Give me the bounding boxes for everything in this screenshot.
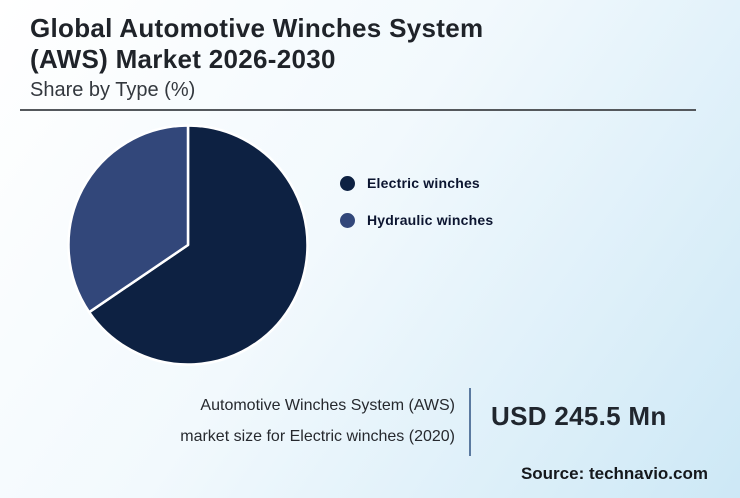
source-attribution: Source: technavio.com bbox=[520, 464, 708, 483]
chart-subtitle: Share by Type (%) bbox=[30, 79, 196, 101]
legend-dot-hydraulic-winches-icon bbox=[340, 212, 355, 228]
pie-chart bbox=[67, 124, 309, 366]
caption-line-1: Automotive Winches System (AWS) bbox=[200, 397, 455, 414]
header-divider-line bbox=[20, 109, 696, 111]
header: Global Automotive Winches System (AWS) M… bbox=[30, 13, 483, 102]
title-line-2: (AWS) Market 2026-2030 bbox=[30, 44, 336, 74]
vertical-divider-line bbox=[469, 388, 471, 456]
market-size-value: USD 245.5 Mn bbox=[491, 401, 667, 431]
market-size-caption: Automotive Winches System (AWS) market s… bbox=[100, 390, 455, 452]
pie-slice-electric-winches bbox=[87, 124, 309, 366]
pie-slice-hydraulic-winches bbox=[67, 124, 190, 314]
pie-chart-area bbox=[67, 124, 309, 366]
legend-dot-electric-winches-icon bbox=[340, 175, 355, 191]
chart-legend: Electric winches Hydraulic winches bbox=[340, 175, 493, 249]
page-title: Global Automotive Winches System (AWS) M… bbox=[30, 13, 483, 75]
legend-item-electric-winches: Electric winches bbox=[340, 175, 493, 191]
title-line-1: Global Automotive Winches System bbox=[30, 13, 484, 43]
legend-label-hydraulic-winches: Hydraulic winches bbox=[367, 212, 494, 228]
caption-line-2: market size for Electric winches (2020) bbox=[180, 428, 455, 445]
legend-label-electric-winches: Electric winches bbox=[367, 175, 480, 191]
legend-item-hydraulic-winches: Hydraulic winches bbox=[340, 212, 493, 228]
